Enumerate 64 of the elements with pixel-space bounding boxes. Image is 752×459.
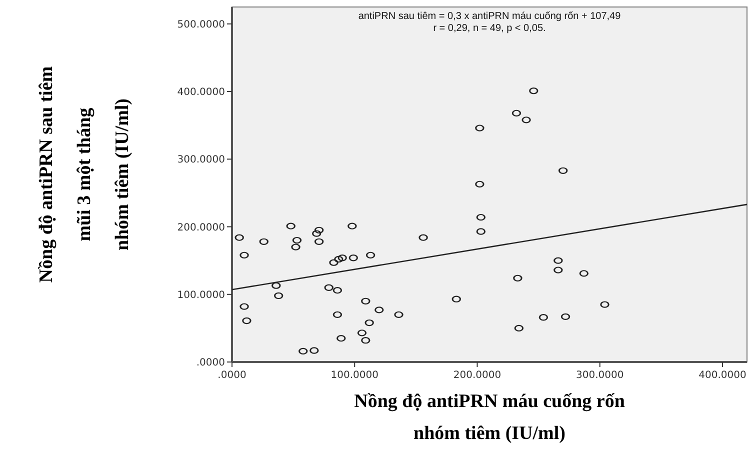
point <box>554 266 563 274</box>
annotation: r = 0,29, n = 49, p < 0,05. <box>433 23 546 34</box>
point <box>394 311 404 318</box>
point <box>286 222 296 230</box>
point <box>374 306 384 314</box>
point <box>357 330 366 336</box>
point <box>312 230 322 237</box>
y-tick-label: 400.0000 <box>177 87 225 98</box>
point <box>476 214 486 221</box>
point <box>259 238 268 246</box>
point <box>452 296 461 303</box>
point <box>361 336 370 344</box>
point <box>476 228 486 235</box>
point <box>475 124 484 132</box>
point <box>600 301 610 308</box>
point <box>475 180 484 188</box>
y-axis-title: Nồng độ antiPRN sau tiêm mũi 3 một tháng nhóm tiêm (IU/ml) <box>36 66 133 283</box>
y-tick-label: 100.0000 <box>177 290 225 301</box>
point <box>579 270 588 277</box>
point <box>364 319 374 326</box>
point <box>324 284 334 292</box>
point <box>348 222 357 230</box>
point <box>361 298 370 305</box>
point <box>512 110 521 117</box>
y-tick-label: 200.0000 <box>177 222 225 234</box>
x-tick-label: 100.0000 <box>330 370 378 381</box>
point <box>272 282 281 290</box>
point <box>314 238 324 246</box>
point <box>234 234 244 241</box>
x-tick-label: .0000 <box>218 370 246 381</box>
point <box>292 236 302 244</box>
point <box>513 274 522 282</box>
y-tick-label: 300.0000 <box>177 154 225 166</box>
point <box>338 254 347 262</box>
point <box>310 347 319 354</box>
x-tick-label: 200.0000 <box>453 370 502 381</box>
y-tick-label: .0000 <box>196 358 225 368</box>
annotation: antiPRN sau tiêm = 0,3 x antiPRN máu cuống rốn + 107,49 <box>358 11 622 22</box>
x-axis-title: Nồng độ antiPRN máu cuống rốn nhóm tiêm (IU/ml) <box>354 391 626 444</box>
point <box>561 313 570 320</box>
point <box>348 254 358 262</box>
point <box>522 116 531 124</box>
point <box>366 252 376 259</box>
point <box>334 256 344 263</box>
point <box>332 311 342 318</box>
point <box>314 226 324 234</box>
point <box>329 259 338 266</box>
point <box>529 87 538 94</box>
point <box>332 286 342 294</box>
point <box>242 317 252 324</box>
point <box>240 303 249 310</box>
point <box>274 292 284 300</box>
point <box>558 167 568 174</box>
point <box>298 348 308 355</box>
point <box>291 244 300 250</box>
y-tick-label: 500.0000 <box>177 19 225 30</box>
x-tick-label: 300.0000 <box>576 370 624 381</box>
point <box>554 257 563 264</box>
point <box>336 334 346 342</box>
point <box>514 324 524 332</box>
point <box>538 314 548 321</box>
point <box>418 234 428 241</box>
x-tick-label: 400.0000 <box>698 370 746 381</box>
point <box>240 252 249 259</box>
